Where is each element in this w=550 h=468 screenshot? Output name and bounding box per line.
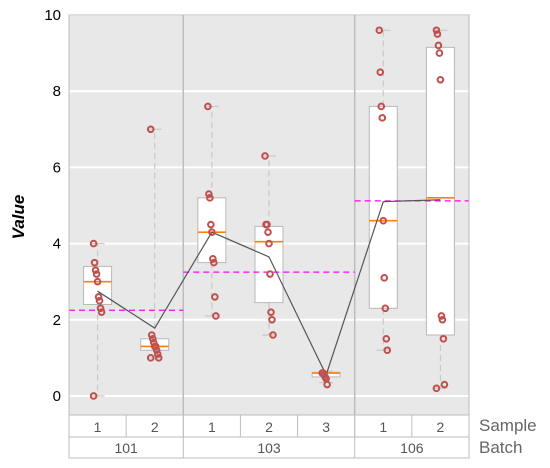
y-axis: 0 2 4 6 8 10 xyxy=(44,7,61,405)
data-point xyxy=(151,342,160,351)
sample-label: 2 xyxy=(265,419,273,435)
data-point xyxy=(205,190,213,198)
data-point xyxy=(204,102,212,111)
box xyxy=(254,225,284,304)
y-axis-title: Value xyxy=(9,195,28,240)
data-point xyxy=(89,239,98,248)
data-point xyxy=(380,274,389,282)
data-point xyxy=(208,228,216,236)
data-point xyxy=(97,308,106,316)
batch-label: 101 xyxy=(114,440,138,456)
data-point xyxy=(379,216,388,225)
data-point xyxy=(146,125,155,134)
data-point xyxy=(95,296,104,305)
box xyxy=(425,46,455,336)
data-point xyxy=(92,270,101,278)
y-tick-label: 4 xyxy=(53,236,61,253)
data-point xyxy=(93,277,102,286)
data-point xyxy=(154,354,163,362)
y-tick-label: 8 xyxy=(53,83,61,100)
data-point xyxy=(263,220,271,229)
data-point xyxy=(323,380,331,389)
data-point xyxy=(207,220,215,229)
data-point xyxy=(94,293,103,301)
data-point xyxy=(91,266,100,275)
data-point xyxy=(153,350,162,358)
data-point xyxy=(378,114,387,122)
data-point xyxy=(209,255,217,263)
data-point xyxy=(265,239,273,248)
panel-border xyxy=(68,14,470,416)
data-point xyxy=(206,194,214,202)
y-tick-label: 10 xyxy=(44,7,61,24)
data-point xyxy=(268,315,276,324)
data-point xyxy=(383,346,392,355)
y-tick-label: 0 xyxy=(53,388,61,405)
group-labels: 1 2 1 2 3 1 2 101 103 106 xyxy=(68,14,470,459)
data-point xyxy=(96,304,105,313)
group-mean-line xyxy=(97,199,441,377)
data-point xyxy=(377,102,386,111)
data-point xyxy=(146,354,155,362)
box xyxy=(368,105,398,309)
data-point xyxy=(267,308,275,316)
data-point xyxy=(211,293,219,301)
data-point xyxy=(89,392,98,400)
data-points xyxy=(89,26,449,400)
data-point xyxy=(440,380,449,389)
data-point xyxy=(436,75,445,84)
data-point xyxy=(381,304,390,313)
y-tick-label: 6 xyxy=(53,159,61,176)
sample-label: 2 xyxy=(437,419,445,435)
data-point xyxy=(432,384,441,393)
data-point xyxy=(435,49,444,57)
data-point xyxy=(261,152,269,160)
data-point xyxy=(438,315,447,324)
data-point xyxy=(266,270,274,278)
sample-label: 2 xyxy=(151,419,159,435)
data-point xyxy=(376,68,385,76)
data-point xyxy=(90,258,99,267)
data-point xyxy=(433,30,442,38)
data-point xyxy=(212,312,220,320)
sample-label: 3 xyxy=(322,419,330,435)
batch-row-title: Batch xyxy=(479,438,522,457)
data-point xyxy=(375,26,384,35)
sample-label: 1 xyxy=(94,419,102,435)
data-point xyxy=(210,258,218,267)
batch-label: 103 xyxy=(257,440,281,456)
sample-row-title: Sample xyxy=(479,416,537,435)
data-point xyxy=(269,331,277,339)
data-point xyxy=(432,26,441,35)
data-point xyxy=(147,331,156,339)
sample-label: 1 xyxy=(379,419,387,435)
data-point xyxy=(152,346,161,355)
sample-label: 1 xyxy=(208,419,216,435)
data-point xyxy=(439,335,448,343)
data-point xyxy=(434,41,443,50)
data-point xyxy=(437,312,446,320)
batch-label: 106 xyxy=(400,440,424,456)
y-tick-label: 2 xyxy=(53,312,61,329)
batch-row xyxy=(68,436,470,459)
data-point xyxy=(264,228,272,236)
data-point xyxy=(148,335,157,343)
data-point xyxy=(382,335,391,343)
